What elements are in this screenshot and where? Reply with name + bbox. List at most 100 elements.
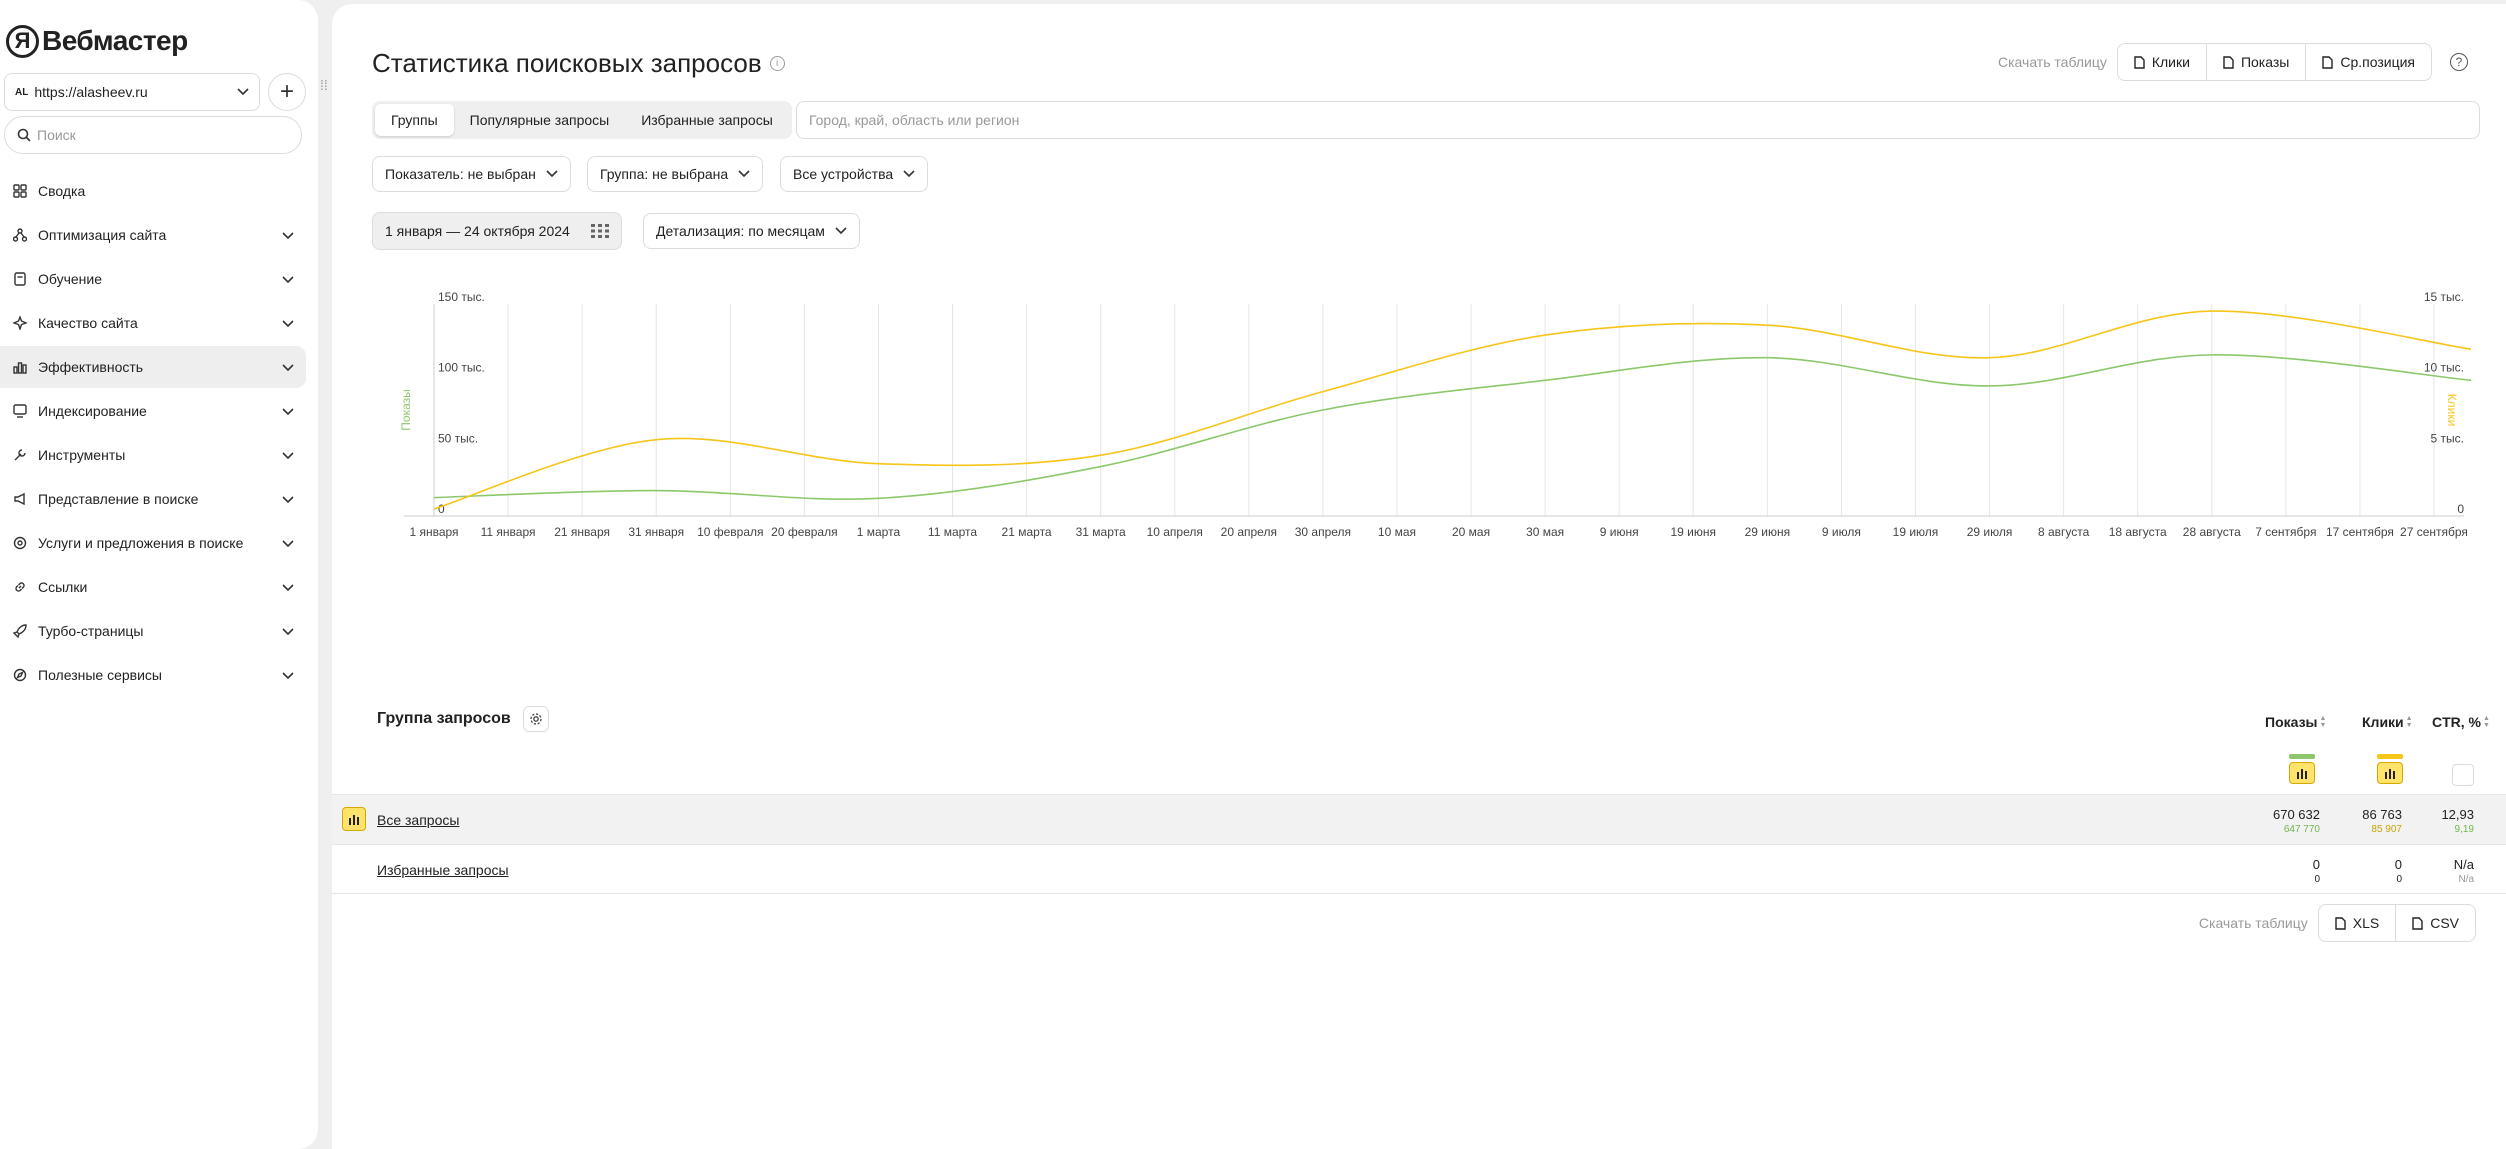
row-clicks-value: 86 763 — [2362, 807, 2402, 822]
sidebar-item-3[interactable]: Качество сайта — [0, 302, 306, 344]
sidebar-item-10[interactable]: Турбо-страницы — [0, 610, 306, 652]
download-format-buttons: XLS CSV — [2317, 904, 2476, 942]
sidebar-item-label: Турбо-страницы — [38, 623, 144, 639]
sidebar-item-7[interactable]: Представление в поиске — [0, 478, 306, 520]
query-group-header: Группа запросов — [377, 706, 549, 732]
row-shows-prev-value: 647 770 — [2283, 824, 2320, 835]
sidebar-item-2[interactable]: Обучение — [0, 258, 306, 300]
group-dropdown[interactable]: Группа: не выбрана — [587, 156, 764, 192]
row-name-link[interactable]: Избранные запросы — [377, 862, 509, 878]
sidebar: Я Вебмастер AL https://alasheev.ru + Пои… — [0, 0, 318, 1149]
download-position-button[interactable]: Ср.позиция — [2306, 44, 2431, 80]
chevron-down-icon[interactable] — [282, 271, 294, 287]
chevron-down-icon[interactable] — [282, 403, 294, 419]
tools-icon — [12, 447, 28, 463]
x-tick-label: 19 июля — [1893, 525, 1939, 539]
devices-dropdown-label: Все устройства — [793, 166, 894, 182]
x-tick-label: 28 августа — [2183, 525, 2241, 539]
x-tick-label: 11 марта — [928, 525, 977, 539]
x-tick-label: 1 января — [409, 525, 458, 539]
x-tick-label: 20 апреля — [1221, 525, 1277, 539]
chevron-down-icon[interactable] — [282, 667, 294, 683]
x-tick-label: 31 января — [628, 525, 684, 539]
table-settings-button[interactable] — [522, 706, 549, 732]
region-placeholder: Город, край, область или регион — [809, 112, 1020, 128]
info-icon[interactable]: i — [769, 56, 785, 71]
megaphone-icon — [12, 491, 28, 507]
right-tick-label: 5 тыс. — [2431, 431, 2464, 445]
sidebar-search-input[interactable]: Поиск — [4, 116, 302, 154]
site-favicon: AL — [15, 86, 29, 98]
shows-series-toggle[interactable] — [2289, 754, 2315, 784]
series-line-0 — [433, 354, 2472, 500]
tab-favorite-queries[interactable]: Избранные запросы — [641, 112, 773, 128]
x-tick-label: 10 мая — [1378, 525, 1416, 539]
tab-groups[interactable]: Группы — [375, 104, 454, 136]
search-stats-chart[interactable]: 1 января 11 января 21 января 31 января 10 фе… — [332, 289, 2506, 669]
chevron-down-icon[interactable] — [282, 447, 294, 463]
download-xls-button[interactable]: XLS — [2319, 905, 2397, 941]
left-tick-label: 100 тыс. — [438, 361, 485, 375]
detail-dropdown-label: Детализация: по месяцам — [656, 223, 825, 239]
sidebar-item-1[interactable]: Оптимизация сайта — [0, 214, 306, 256]
column-header-clicks[interactable]: Клики ▲ ▼ — [2362, 714, 2413, 730]
clicks-series-toggle[interactable] — [2377, 754, 2403, 784]
x-tick-label: 9 июня — [1600, 525, 1639, 539]
table-row[interactable]: Все запросы 670 632 647 770 86 763 85 90… — [332, 794, 2506, 844]
sidebar-item-11[interactable]: Полезные сервисы — [0, 654, 306, 696]
query-group-title: Группа запросов — [377, 710, 511, 727]
download-csv-button[interactable]: CSV — [2396, 905, 2475, 941]
row-shows-value: 670 632 — [2273, 807, 2320, 822]
row-clicks-cell: 86 763 85 907 — [2322, 807, 2402, 835]
download-shows-label: Показы — [2240, 54, 2290, 70]
row-ctr-cell: N/a N/a — [2412, 857, 2474, 885]
table-row[interactable]: Избранные запросы 0 0 0 0 N/a N/a — [332, 844, 2506, 894]
download-clicks-button[interactable]: Клики — [2118, 44, 2207, 80]
column-header-ctr[interactable]: CTR, % ▲ ▼ — [2432, 714, 2490, 730]
x-tick-label: 29 июля — [1967, 525, 2013, 539]
indicator-dropdown[interactable]: Показатель: не выбран — [372, 156, 571, 192]
chevron-down-icon[interactable] — [282, 227, 294, 243]
sidebar-item-5[interactable]: Индексирование — [0, 390, 306, 432]
chevron-down-icon[interactable] — [282, 359, 294, 375]
right-tick-label: 15 тыс. — [2424, 290, 2464, 304]
sidebar-item-label: Обучение — [38, 271, 103, 287]
rocket-icon — [12, 623, 28, 639]
help-icon[interactable]: ? — [2450, 53, 2468, 71]
chevron-down-icon[interactable] — [282, 579, 294, 595]
devices-dropdown[interactable]: Все устройства — [780, 156, 929, 192]
row-name-link[interactable]: Все запросы — [377, 812, 460, 828]
bar-chart-icon[interactable] — [342, 807, 366, 831]
chevron-down-icon[interactable] — [282, 491, 294, 507]
date-range-picker[interactable]: 1 января — 24 октября 2024 — [372, 212, 622, 250]
add-site-button[interactable]: + — [268, 73, 306, 111]
app-logo[interactable]: Я Вебмастер — [6, 24, 188, 58]
indicator-dropdown-label: Показатель: не выбран — [385, 166, 536, 182]
sidebar-resize-handle[interactable]: ⁞⁞ — [320, 77, 328, 93]
document-icon — [2322, 55, 2334, 69]
region-input[interactable]: Город, край, область или регион — [796, 101, 2480, 139]
chevron-down-icon[interactable] — [282, 623, 294, 639]
sidebar-item-9[interactable]: Ссылки — [0, 566, 306, 608]
ctr-series-toggle[interactable] — [2452, 764, 2474, 786]
sidebar-item-0[interactable]: Сводка — [0, 170, 306, 212]
row-clicks-prev-value: 85 907 — [2371, 824, 2402, 835]
left-tick-label: 0 — [438, 502, 445, 516]
sidebar-item-8[interactable]: Услуги и предложения в поиске — [0, 522, 306, 564]
site-selector[interactable]: AL https://alasheev.ru — [4, 73, 260, 111]
sidebar-item-4[interactable]: Эффективность — [0, 346, 306, 388]
view-tabs: Группы Популярные запросы Избранные запр… — [372, 101, 792, 139]
chevron-down-icon — [903, 170, 915, 178]
group-dropdown-label: Группа: не выбрана — [600, 166, 729, 182]
x-tick-label: 18 августа — [2109, 525, 2167, 539]
chevron-down-icon[interactable] — [282, 535, 294, 551]
sidebar-item-6[interactable]: Инструменты — [0, 434, 306, 476]
row-shows-value: 0 — [2312, 857, 2320, 872]
tab-popular-queries[interactable]: Популярные запросы — [469, 112, 610, 128]
detail-dropdown[interactable]: Детализация: по месяцам — [643, 213, 860, 249]
download-shows-button[interactable]: Показы — [2207, 44, 2307, 80]
x-tick-label: 19 июня — [1671, 525, 1717, 539]
chevron-down-icon[interactable] — [282, 315, 294, 331]
x-tick-label: 10 февраля — [697, 525, 763, 539]
column-header-shows[interactable]: Показы ▲ ▼ — [2265, 714, 2326, 730]
